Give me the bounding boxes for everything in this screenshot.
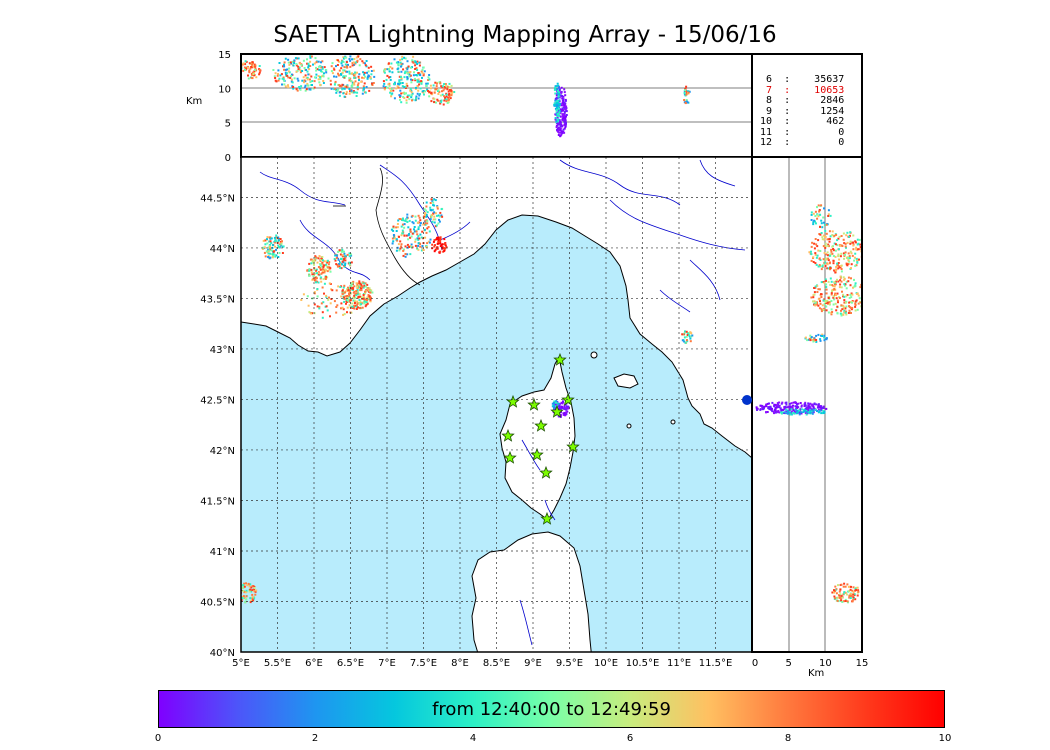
colorbar-tick: 0 xyxy=(154,733,162,744)
side-axis-label: Km xyxy=(808,668,824,679)
altitude-axis-ticks: 15 10 5 0 xyxy=(218,50,231,164)
altitude-tick-label: 15 xyxy=(218,50,231,61)
map-graticule xyxy=(241,157,752,652)
lightning-source-marker xyxy=(742,395,752,405)
lat-tick-label: 41.5°N xyxy=(200,496,235,507)
lat-tick-label: 40°N xyxy=(210,648,235,659)
longitude-axis-ticks: 5°E 5.5°E 6°E 6.5°E 7°E 7.5°E 8°E 8.5°E 9°E 9.5°E… xyxy=(232,658,732,669)
altitude-lightning-sources xyxy=(241,55,691,138)
side-tick-label: 5 xyxy=(785,658,791,669)
time-colorbar: from 12:40:00 to 12:49:59 xyxy=(158,690,945,728)
station-star-icon xyxy=(506,394,520,408)
altitude-tick-label: 10 xyxy=(218,84,231,95)
lon-tick-label: 8°E xyxy=(451,658,469,669)
colorbar-tick: 2 xyxy=(311,733,319,744)
colorbar-tick: 6 xyxy=(626,733,634,744)
altitude-tick-label: 5 xyxy=(225,119,231,130)
station-count-row: 7 : 10653 xyxy=(760,84,845,96)
station-count-list: 6 : 35637 7 : 10653 8 : 2846 9 : 1254 10… xyxy=(760,74,845,149)
station-star-icon xyxy=(540,511,554,525)
giannutri-island xyxy=(670,419,676,425)
lat-tick-label: 43°N xyxy=(210,345,235,356)
lon-tick-label: 7°E xyxy=(378,658,396,669)
latitude-axis-ticks: 44.5°N 44°N 43.5°N 43°N 42.5°N 42°N 41.5°N 41°N… xyxy=(200,193,235,659)
lon-tick-label: 10.5°E xyxy=(626,658,660,669)
lat-tick-label: 44°N xyxy=(210,244,235,255)
station-star-icon xyxy=(527,397,541,411)
lon-tick-label: 6°E xyxy=(305,658,323,669)
lon-tick-label: 6.5°E xyxy=(337,658,364,669)
station-count-row: 6 : 35637 xyxy=(760,74,845,85)
lat-tick-label: 41°N xyxy=(210,547,235,558)
altitude-axis-label: Km xyxy=(186,96,202,107)
side-tick-label: 0 xyxy=(752,658,758,669)
lon-tick-label: 11.5°E xyxy=(699,658,733,669)
station-count-row: 10 : 462 xyxy=(760,116,845,127)
lon-tick-label: 11°E xyxy=(667,658,691,669)
station-star-icon xyxy=(503,450,517,464)
colorbar-tick: 10 xyxy=(938,733,952,744)
side-tick-label: 10 xyxy=(819,658,832,669)
lon-tick-label: 7.5°E xyxy=(410,658,437,669)
lon-tick-label: 5°E xyxy=(232,658,250,669)
map-panel[interactable] xyxy=(237,156,753,660)
lon-tick-label: 9.5°E xyxy=(556,658,583,669)
station-star-icon xyxy=(553,352,567,366)
lon-tick-label: 5.5°E xyxy=(264,658,291,669)
corsica-land xyxy=(499,355,576,521)
side-lightning-sources xyxy=(755,204,862,604)
altitude-longitude-panel[interactable] xyxy=(240,53,753,158)
side-km-axis-ticks: 0 5 10 15 xyxy=(752,658,869,669)
capraia-island xyxy=(590,351,598,359)
sardinia-land xyxy=(471,531,592,652)
station-star-icon xyxy=(534,418,548,432)
map-lightning-sources xyxy=(241,198,694,604)
lon-tick-label: 10°E xyxy=(594,658,618,669)
country-border xyxy=(375,167,421,286)
colorbar-tick: 4 xyxy=(469,733,477,744)
station-star-icon xyxy=(501,428,515,442)
lat-tick-label: 43.5°N xyxy=(200,294,235,305)
station-star-icon xyxy=(539,465,553,479)
lon-tick-label: 9°E xyxy=(524,658,542,669)
lat-tick-label: 42°N xyxy=(210,446,235,457)
station-count-row: 12 : 0 xyxy=(760,137,845,148)
altitude-latitude-panel[interactable] xyxy=(751,156,867,653)
elba-island xyxy=(613,373,639,389)
colorbar-tick: 8 xyxy=(784,733,792,744)
station-star-icon xyxy=(566,439,580,453)
station-star-icon xyxy=(550,404,564,418)
lat-tick-label: 42.5°N xyxy=(200,395,235,406)
lat-tick-label: 44.5°N xyxy=(200,193,235,204)
page-title: SAETTA Lightning Mapping Array - 15/06/1… xyxy=(273,22,777,48)
station-count-row: 11 : 0 xyxy=(760,126,845,138)
mainland-land xyxy=(241,157,752,459)
station-count-row: 9 : 1254 xyxy=(760,105,845,117)
lat-tick-label: 40.5°N xyxy=(200,597,235,608)
side-tick-label: 15 xyxy=(856,658,869,669)
station-count-row: 8 : 2846 xyxy=(760,95,845,106)
colorbar-label: from 12:40:00 to 12:49:59 xyxy=(432,698,671,720)
altitude-tick-label: 0 xyxy=(225,153,231,164)
station-count-box xyxy=(751,53,863,158)
giglio-island xyxy=(626,423,632,429)
lon-tick-label: 8.5°E xyxy=(483,658,510,669)
